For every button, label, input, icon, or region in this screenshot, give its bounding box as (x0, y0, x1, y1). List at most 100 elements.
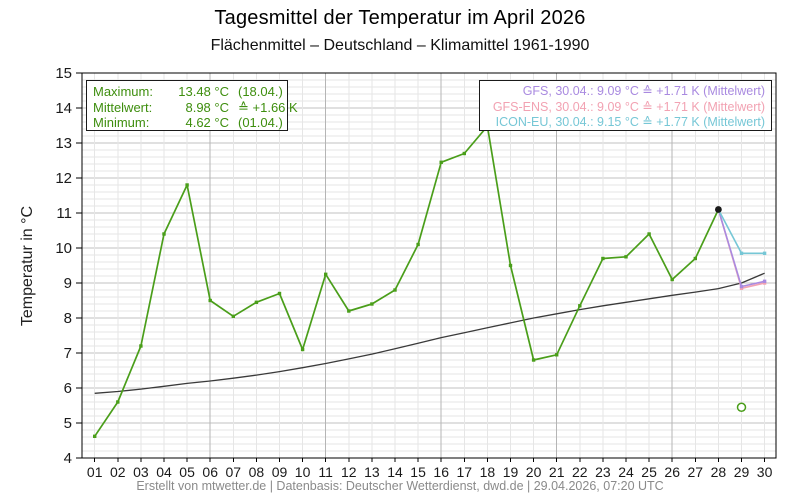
partial-day-circle (736, 402, 747, 412)
plot-border (81, 72, 777, 459)
x-tick-label: 01 (87, 464, 103, 480)
stats-legend-row: Minimum: 4.62 °C (01.04.) (93, 115, 283, 131)
series-marker-tagesmittel-april-2026 (324, 272, 328, 276)
series-klimamittel-1961-1990 (94, 272, 765, 394)
y-tick-label: 9 (64, 275, 72, 292)
stat-label: Maximum: (93, 84, 153, 99)
y-tick-label: 4 (64, 450, 72, 467)
x-tick-label: 11 (318, 464, 333, 480)
stat-suffix: ≙ +1.66 K (238, 99, 298, 115)
x-tick-label: 22 (572, 464, 588, 480)
series-marker-icon-eu-prognose (762, 251, 767, 255)
series-marker-tagesmittel-april-2026 (439, 160, 443, 164)
forecast-legend-row: GFS-ENS, 30.04.: 9.09 °C ≙ +1.71 K (Mitt… (492, 99, 765, 114)
stat-label: Minimum: (93, 115, 150, 130)
series-marker-gfs-ens-prognose (739, 286, 744, 290)
series-line-klimamittel-1961-1990 (94, 272, 765, 394)
x-tick-label: 20 (526, 464, 542, 480)
x-tick-label: 12 (341, 464, 357, 480)
y-tick-label: 10 (55, 240, 72, 257)
series-marker-tagesmittel-april-2026 (462, 151, 466, 156)
x-tick-label: 03 (133, 464, 149, 480)
forecast-legend: GFS, 30.04.: 9.09 °C ≙ +1.71 K (Mittelwe… (479, 80, 772, 131)
series-marker-tagesmittel-april-2026 (139, 344, 143, 348)
series-marker-tagesmittel-april-2026 (370, 302, 374, 306)
footer-credit: Erstellt von mtwetter.de | Datenbasis: D… (136, 479, 664, 493)
series-line-tagesmittel-april-2026 (93, 125, 720, 437)
y-tick-label: 12 (55, 170, 72, 187)
x-tick-label: 29 (734, 464, 750, 480)
series-marker-tagesmittel-april-2026 (300, 347, 305, 352)
x-tick-label: 15 (410, 464, 426, 480)
stat-suffix: (18.04.) (238, 84, 283, 99)
grid (82, 72, 776, 459)
x-tick-label: 18 (480, 464, 496, 480)
stats-legend-row: Mittelwert: 8.98 °C ≙ +1.66 K (93, 99, 298, 116)
x-tick-label: 08 (249, 464, 265, 480)
forecast-legend-row: GFS, 30.04.: 9.09 °C ≙ +1.71 K (Mittelwe… (522, 84, 765, 98)
stat-suffix: (01.04.) (238, 115, 283, 130)
series-marker-tagesmittel-april-2026 (508, 263, 513, 268)
x-tick-label: 06 (202, 464, 218, 480)
series-marker-gfs-prognose (762, 279, 767, 283)
axes (76, 72, 777, 462)
y-tick-label: 14 (55, 100, 72, 117)
y-tick-labels: 4 5 6 7 8 9 10 11 12 13 14 15 (55, 65, 72, 467)
x-tick-label: 30 (757, 464, 773, 480)
y-tick-label: 15 (55, 65, 72, 82)
series-marker-icon-eu-prognose (739, 251, 744, 255)
x-tick-label: 24 (618, 464, 634, 480)
stats-legend: Maximum: 13.48 °C (18.04.) Mittelwert: 8.98 … (86, 80, 298, 131)
series-marker-tagesmittel-april-2026 (624, 255, 628, 259)
x-tick-labels: 01 02 03 04 05 06 07 08 09 10 11 12 13 14 15 16 17 18 19 20… (87, 464, 773, 480)
y-tick-label: 13 (55, 135, 72, 152)
x-tick-label: 17 (457, 464, 473, 480)
series-marker-tagesmittel-april-2026 (116, 400, 120, 404)
x-tick-label: 26 (664, 464, 680, 480)
x-tick-label: 28 (711, 464, 727, 480)
series-marker-tagesmittel-april-2026 (254, 300, 259, 304)
series-marker-tagesmittel-april-2026 (393, 288, 397, 292)
series-tagesmittel-april-2026 (93, 124, 721, 438)
x-tick-label: 27 (688, 464, 704, 480)
x-tick-label: 04 (156, 464, 172, 480)
stat-label: Mittelwert: (93, 99, 153, 115)
x-tick-label: 14 (387, 464, 403, 480)
y-tick-label: 7 (64, 345, 72, 362)
series-marker-tagesmittel-april-2026 (93, 434, 97, 438)
series-marker-tagesmittel-april-2026 (162, 232, 166, 236)
series-marker-tagesmittel-april-2026 (185, 183, 189, 187)
series-marker-tagesmittel-april-2026 (693, 256, 697, 261)
series-marker-tagesmittel-april-2026 (555, 353, 559, 357)
stat-value: 8.98 °C (185, 99, 229, 115)
x-tick-label: 21 (549, 464, 565, 480)
x-tick-label: 23 (595, 464, 611, 480)
latest-value-dot (715, 206, 722, 213)
stat-value: 4.62 °C (185, 115, 229, 130)
chart-subtitle: Flächenmittel – Deutschland – Klimamitte… (210, 37, 590, 54)
x-tick-label: 10 (295, 464, 311, 480)
y-tick-label: 8 (64, 310, 72, 327)
y-tick-label: 11 (56, 205, 72, 222)
y-tick-label: 5 (64, 415, 72, 432)
series-marker-tagesmittel-april-2026 (231, 314, 235, 318)
forecast-legend-row: ICON-EU, 30.04.: 9.15 °C ≙ +1.77 K (Mitt… (495, 115, 765, 129)
x-tick-label: 09 (272, 464, 288, 480)
chart-title: Tagesmittel der Temperatur im April 2026 (214, 7, 586, 29)
x-tick-label: 25 (641, 464, 657, 480)
series-marker-tagesmittel-april-2026 (277, 291, 282, 296)
x-tick-label: 13 (364, 464, 380, 480)
stats-legend-row: Maximum: 13.48 °C (18.04.) (93, 84, 283, 100)
series-marker-tagesmittel-april-2026 (601, 256, 605, 261)
x-tick-label: 02 (110, 464, 126, 480)
x-tick-label: 07 (226, 464, 242, 480)
y-tick-label: 6 (64, 380, 72, 397)
series-marker-gfs-prognose (739, 284, 744, 289)
series-marker-tagesmittel-april-2026 (578, 304, 582, 308)
x-tick-label: 19 (503, 464, 519, 480)
series-marker-tagesmittel-april-2026 (670, 277, 674, 282)
stat-value: 13.48 °C (178, 84, 229, 99)
x-tick-label: 05 (179, 464, 195, 480)
